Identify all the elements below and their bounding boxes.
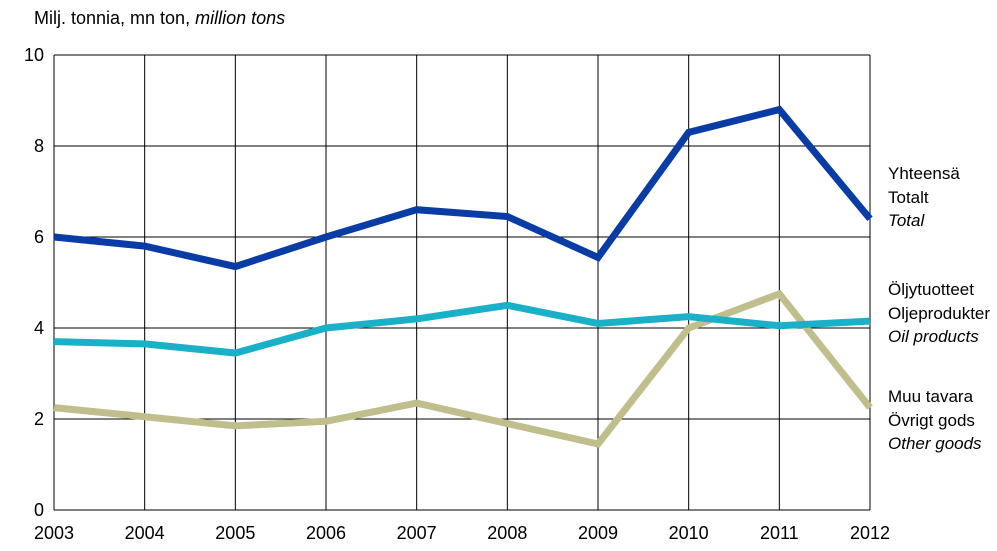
legend-total-fi: Yhteensä bbox=[888, 164, 960, 183]
y-unit-text-en: million tons bbox=[195, 8, 286, 28]
x-tick-label: 2004 bbox=[125, 523, 165, 543]
legend-total-sv: Totalt bbox=[888, 187, 929, 207]
x-axis-ticks: 2003 2004 2005 2006 2007 2008 2009 2010 2011 2012 bbox=[34, 523, 890, 543]
y-tick-label: 2 bbox=[34, 409, 44, 429]
y-tick-label: 6 bbox=[34, 227, 44, 247]
grid bbox=[53, 54, 871, 511]
x-tick-label: 2011 bbox=[760, 523, 799, 543]
legend-oil-en: Oil products bbox=[888, 327, 979, 346]
series-line bbox=[53, 301, 871, 357]
y-tick-label: 0 bbox=[34, 500, 44, 520]
y-unit-text: Milj. tonnia, mn ton, bbox=[34, 8, 196, 28]
y-tick-label: 8 bbox=[34, 136, 44, 156]
legend-other-goods: Muu tavara Övrigt gods Other goods bbox=[888, 385, 982, 456]
legend-oil-products: Öljytuotteet Oljeprodukter Oil products bbox=[888, 278, 990, 349]
legend-other-sv: Övrigt gods bbox=[888, 410, 975, 430]
legend-other-fi: Muu tavara bbox=[888, 387, 974, 406]
legend-oil-fi: Öljytuotteet bbox=[888, 280, 974, 299]
x-tick-label: 2012 bbox=[850, 523, 890, 543]
x-tick-label: 2003 bbox=[34, 523, 74, 543]
legend-oil-sv: Oljeprodukter bbox=[888, 303, 991, 323]
series-line bbox=[53, 105, 873, 271]
legend-other-en: Other goods bbox=[888, 434, 982, 453]
x-tick-label: 2007 bbox=[397, 523, 437, 543]
series-lines bbox=[53, 105, 873, 448]
x-tick-label: 2005 bbox=[215, 523, 255, 543]
x-tick-label: 2009 bbox=[578, 523, 618, 543]
y-tick-label: 10 bbox=[24, 45, 44, 65]
x-tick-label: 2008 bbox=[487, 523, 527, 543]
legend-total: Yhteensä Totalt Total bbox=[888, 162, 960, 233]
x-tick-label: 2010 bbox=[669, 523, 709, 543]
legend-total-en: Total bbox=[888, 211, 925, 230]
y-tick-label: 4 bbox=[34, 318, 44, 338]
y-axis-unit-label: Milj. tonnia, mn ton, million tons bbox=[34, 8, 285, 29]
y-axis-ticks: 0 2 4 6 8 10 bbox=[24, 45, 44, 520]
series-line bbox=[53, 289, 873, 448]
x-tick-label: 2006 bbox=[306, 523, 346, 543]
